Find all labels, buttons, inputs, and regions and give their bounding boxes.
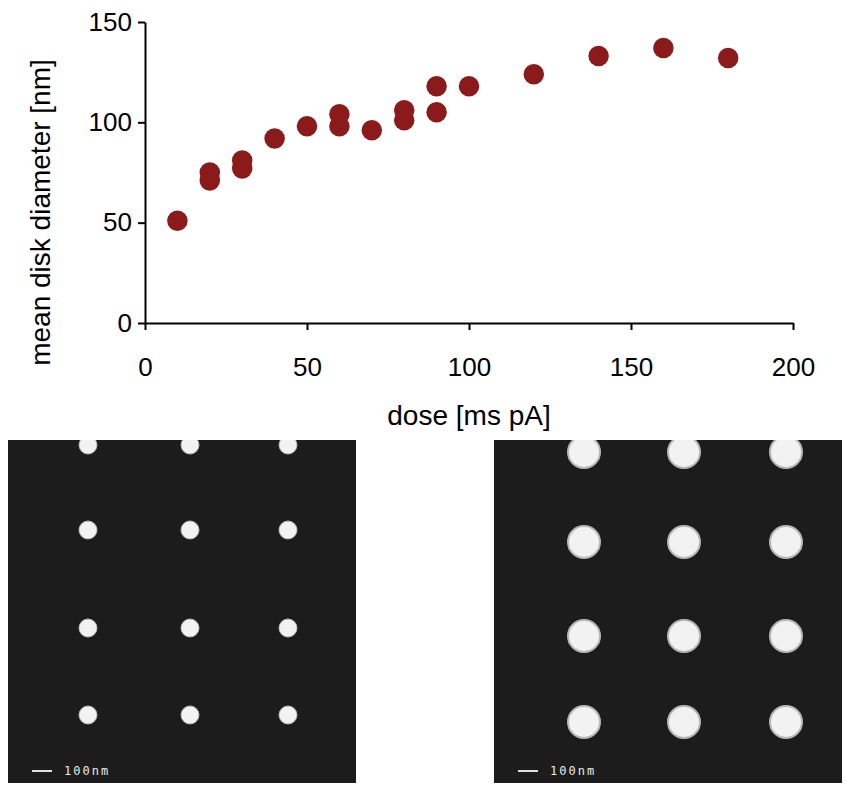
data-point [200,162,220,182]
data-point [653,38,673,58]
x-axis: 0 50 100 150 200 [138,323,815,382]
disk [770,440,802,468]
x-axis-title: dose [ms pA] [387,400,550,431]
x-tick-label: 0 [138,352,152,382]
data-point [167,210,187,230]
disk [279,440,297,454]
x-tick-mark [307,323,309,330]
data-point [426,102,446,122]
micrograph: 100nm [8,436,356,783]
micrograph: 100nm [494,436,842,783]
disk [181,619,199,637]
figure: 0 50 100 150 200 0 50 100 150 dose [ms pA] mean di… [0,0,846,787]
y-axis: 0 50 100 150 [89,7,146,338]
disk [79,440,97,454]
micrograph-background [8,440,356,783]
disk [279,619,297,637]
micrograph-image [8,440,356,783]
scale-bar [32,770,52,772]
data-point [264,128,284,148]
data-point [362,120,382,140]
y-tick: 150 [89,7,145,37]
disk [668,620,700,652]
data-point [718,48,738,68]
disk [770,706,802,738]
y-tick-mark [138,323,145,325]
data-point [232,150,252,170]
y-tick-mark [138,122,145,124]
data-point [297,116,317,136]
x-tick: 50 [293,323,322,382]
disk [668,526,700,558]
disk [181,440,199,454]
data-point [524,64,544,84]
y-tick-label: 100 [89,107,132,137]
data-point [588,46,608,66]
disk [568,620,600,652]
scale-bar [518,770,538,772]
x-tick: 100 [448,323,491,382]
disk [770,620,802,652]
y-axis-title: mean disk diameter [nm] [25,59,56,366]
disk [568,706,600,738]
disk [79,706,97,724]
y-tick-mark [138,222,145,224]
x-tick: 200 [772,323,815,382]
data-point [426,76,446,96]
x-tick-label: 50 [293,352,322,382]
data-point [459,76,479,96]
x-tick-mark [631,323,633,330]
disk [568,440,600,468]
disk [668,706,700,738]
y-tick-mark [138,22,145,24]
x-tick-mark [793,323,795,330]
x-tick-label: 100 [448,352,491,382]
x-tick-label: 150 [610,352,653,382]
y-tick-label: 150 [89,7,132,37]
scale-label: 100nm [64,764,110,778]
y-tick: 0 [118,308,145,338]
disk [79,619,97,637]
x-tick-label: 200 [772,352,815,382]
disk [279,706,297,724]
disk [181,706,199,724]
points [167,38,738,231]
disk [770,526,802,558]
y-tick-label: 0 [118,308,132,338]
disk [668,440,700,468]
y-axis-line [145,23,147,324]
data-point [394,100,414,120]
data-point [329,104,349,124]
disk [279,521,297,539]
scale-label: 100nm [550,764,596,778]
x-tick: 0 [138,323,152,382]
x-tick-mark [469,323,471,330]
disk [79,521,97,539]
micrograph-image [494,440,842,783]
disk [568,526,600,558]
micrograph-background [494,440,842,783]
y-tick-label: 50 [103,207,132,237]
disk [181,521,199,539]
x-tick: 150 [610,323,653,382]
y-tick: 100 [89,107,145,137]
y-tick: 50 [103,207,145,237]
